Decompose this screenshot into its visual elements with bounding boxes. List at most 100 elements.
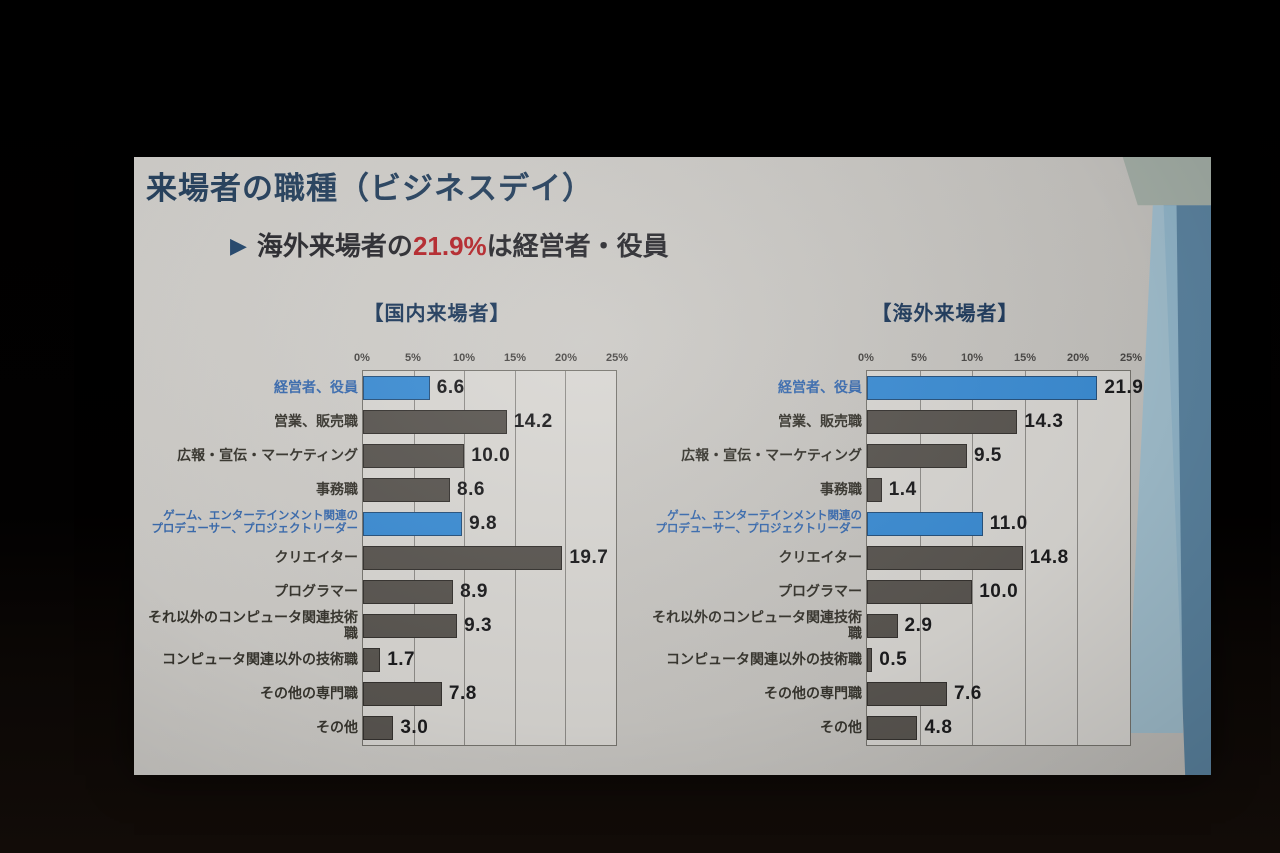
value-label: 1.7 — [387, 649, 416, 670]
category-label: ゲーム、エンターテインメント関連の プロデューサー、プロジェクトリーダー — [655, 509, 862, 535]
bar-accent — [363, 376, 430, 400]
category-label: 営業、販売職 — [274, 412, 358, 429]
subtitle-highlight-percent: 21.9% — [412, 231, 487, 261]
plot-frame-domestic: 6.6 14.2 10.0 8.6 9.8 19.7 8.9 9.3 1.7 7.8 3.0 — [362, 370, 617, 746]
value-label: 9.8 — [469, 513, 498, 534]
bar — [867, 546, 1023, 570]
bar-row: 10.0 — [363, 439, 616, 473]
bar-row: 19.7 — [363, 541, 616, 575]
value-label: 14.2 — [513, 411, 553, 432]
bar — [867, 478, 882, 502]
bar-row: 8.6 — [363, 473, 616, 507]
bar — [363, 682, 442, 706]
subtitle-text-pre: 海外来場者の — [256, 231, 413, 261]
value-label: 0.5 — [879, 649, 908, 670]
gridline — [565, 371, 567, 745]
category-label: プログラマー — [274, 582, 358, 599]
axis-tick-label: 25% — [605, 352, 629, 364]
value-label: 19.7 — [569, 547, 609, 568]
value-label: 14.3 — [1024, 411, 1064, 432]
slide-title: 来場者の職種（ビジネスデイ） — [146, 171, 594, 206]
bar — [363, 410, 507, 434]
value-label: 21.9 — [1104, 377, 1144, 398]
bar — [867, 614, 898, 638]
bar-row: 0.5 — [867, 643, 1130, 677]
axis-tick-label: 20% — [1066, 352, 1090, 364]
category-label: 事務職 — [820, 480, 862, 497]
bar — [363, 716, 394, 740]
value-axis-domestic: 0% 5% 10% 15% 20% 25% — [354, 352, 628, 367]
bar — [363, 648, 381, 672]
bar-row: 1.7 — [363, 643, 616, 677]
value-label: 7.6 — [953, 683, 982, 704]
axis-tick-label: 10% — [452, 352, 476, 364]
category-label: コンピュータ関連以外の技術職 — [162, 650, 358, 667]
value-label: 11.0 — [989, 513, 1028, 534]
value-label: 7.8 — [448, 683, 477, 704]
value-label: 4.8 — [924, 717, 953, 738]
value-label: 9.3 — [464, 615, 493, 636]
bar — [867, 444, 967, 468]
presentation-slide: 来場者の職種（ビジネスデイ） ▶ 海外来場者の21.9%は経営者・役員 【国内来場… — [134, 157, 1211, 775]
value-label: 8.9 — [460, 581, 488, 602]
category-label: プログラマー — [778, 582, 862, 599]
bar-row: 6.6 — [363, 371, 616, 405]
chart-title-domestic: 【国内来場者】 — [363, 303, 511, 325]
bar-row: 14.8 — [867, 541, 1130, 575]
bar — [867, 648, 873, 672]
gridline — [1024, 371, 1026, 745]
plot-area-domestic: 0% 5% 10% 15% 20% 25% 6.6 14.2 10.0 8.6 9.8 19.7 8.… — [354, 352, 628, 746]
bar — [363, 546, 563, 570]
bar-row: 1.4 — [867, 473, 1130, 507]
category-label: 広報・宣伝・マーケティング — [681, 446, 862, 463]
category-label: 事務職 — [316, 480, 358, 497]
bar — [363, 580, 454, 604]
gridline — [1077, 371, 1079, 745]
value-label: 10.0 — [979, 581, 1019, 602]
value-label: 2.9 — [904, 615, 933, 636]
value-label: 1.4 — [888, 479, 917, 500]
axis-tick-label: 20% — [554, 352, 578, 364]
category-label: 営業、販売職 — [778, 412, 862, 429]
category-axis-overseas: 経営者、役員 営業、販売職 広報・宣伝・マーケティング 事務職 ゲーム、エンターテインメ… — [642, 370, 862, 746]
bar — [363, 478, 451, 502]
plot-frame-overseas: 21.9 14.3 9.5 1.4 11.0 14.8 10.0 2.9 0.5 7.6 4.8 — [866, 370, 1143, 746]
bar-row: 9.3 — [363, 609, 616, 643]
category-label: それ以外のコンピュータ関連技術職 — [652, 608, 862, 641]
axis-tick-label: 15% — [1013, 352, 1037, 364]
bar-accent — [867, 512, 983, 536]
category-label: 広報・宣伝・マーケティング — [177, 446, 358, 463]
axis-tick-label: 5% — [405, 352, 421, 364]
bar-row: 3.0 — [363, 711, 616, 745]
category-label: クリエイター — [274, 548, 358, 565]
value-label: 3.0 — [400, 717, 429, 738]
bar — [867, 410, 1018, 434]
bar — [867, 716, 918, 740]
bar-accent — [363, 512, 463, 536]
bar-row: 7.8 — [363, 677, 616, 711]
category-label: その他の専門職 — [764, 684, 862, 701]
bar — [363, 444, 465, 468]
category-label: その他の専門職 — [260, 684, 358, 701]
category-label: その他 — [316, 718, 358, 735]
value-label: 9.5 — [973, 445, 1002, 466]
bar — [867, 682, 947, 706]
bar-row: 2.9 — [867, 609, 1130, 643]
axis-tick-label: 5% — [911, 352, 927, 364]
chart-title-overseas: 【海外来場者】 — [871, 303, 1019, 325]
bar — [867, 580, 973, 604]
category-label: コンピュータ関連以外の技術職 — [666, 650, 862, 667]
bar-row: 14.2 — [363, 405, 616, 439]
bar-row: 14.3 — [867, 405, 1130, 439]
category-axis-domestic: 経営者、役員 営業、販売職 広報・宣伝・マーケティング 事務職 ゲーム、エンターテインメ… — [144, 370, 358, 746]
category-label: その他 — [820, 718, 862, 735]
axis-tick-label: 15% — [503, 352, 527, 364]
bar-accent — [867, 376, 1098, 400]
axis-tick-label: 10% — [960, 352, 984, 364]
axis-tick-label: 25% — [1119, 352, 1143, 364]
bar-row: 8.9 — [363, 575, 616, 609]
plot-area-overseas: 0% 5% 10% 15% 20% 25% 21.9 14.3 9.5 1.4 11.0 14.8 1… — [858, 352, 1143, 746]
bar-row: 11.0 — [867, 507, 1130, 541]
bar-row: 7.6 — [867, 677, 1130, 711]
